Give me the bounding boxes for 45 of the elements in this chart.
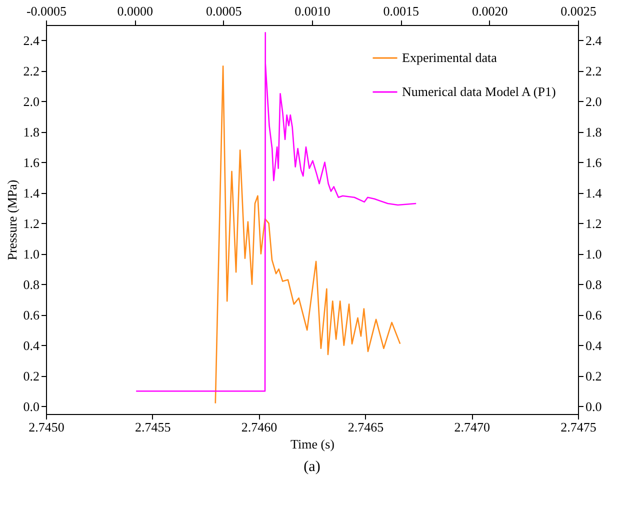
- x2-tick-label: 0.0015: [383, 4, 420, 18]
- line-series: [214, 66, 401, 404]
- y2-tick-label: 0.2: [586, 368, 602, 384]
- y-tick-label: 1.0: [23, 246, 40, 262]
- y2-tick-label: 0.4: [586, 338, 602, 353]
- y-tick-label: 2.2: [23, 63, 40, 78]
- text: (a): [304, 459, 320, 475]
- x-tick-label: 2.7465: [348, 420, 384, 434]
- y2-tick-label: 0.0: [586, 398, 602, 414]
- y2-tick-label: 2.4: [586, 32, 602, 48]
- y2-tick-label: 1.8: [586, 124, 602, 140]
- y-tick-label: 0.2: [23, 368, 40, 384]
- y-tick-label: 1.4: [23, 185, 40, 200]
- y-tick-label: 0.6: [23, 307, 40, 322]
- x2-tick-label: 0.0020: [472, 4, 508, 18]
- y-tick-label: 2.0: [23, 94, 40, 109]
- legend-label: Experimental data: [402, 50, 498, 65]
- y-tick-label: 0.0: [23, 398, 40, 414]
- x-tick-label: 2.7460: [241, 420, 278, 434]
- x2-tick-label: 0.0025: [560, 4, 596, 18]
- y-tick-label: 1.8: [23, 124, 40, 140]
- y2-tick-label: 2.2: [586, 63, 602, 78]
- y2-tick-label: 0.6: [586, 307, 602, 322]
- x2-tick-label: 0.0000: [117, 4, 154, 18]
- y-tick-label: 2.4: [23, 32, 40, 48]
- y-tick-label: 0.4: [23, 338, 40, 353]
- x-tick-label: 2.7455: [135, 420, 171, 434]
- x-tick-label: 2.7450: [28, 420, 64, 434]
- x2-tick-label: 0.0010: [294, 4, 330, 18]
- x2-tick-label: -0.0005: [26, 4, 67, 18]
- y2-tick-label: 1.2: [586, 216, 602, 231]
- x-tick-label: 2.7475: [560, 420, 596, 434]
- y2-tick-label: 1.4: [586, 185, 602, 200]
- y2-tick-label: 0.8: [586, 276, 602, 292]
- x2-tick-label: 0.0005: [206, 4, 242, 18]
- legend-label: Numerical data Model A (P1): [402, 84, 556, 99]
- y2-tick-label: 2.0: [586, 94, 602, 109]
- y-axis-title: Pressure (MPa): [4, 180, 20, 260]
- x-tick-label: 2.7470: [454, 420, 490, 434]
- y-tick-label: 0.8: [23, 276, 40, 292]
- y2-tick-label: 1.6: [586, 154, 602, 170]
- y-tick-label: 1.2: [23, 216, 40, 231]
- y2-tick-label: 1.0: [586, 246, 602, 262]
- y-tick-label: 1.6: [23, 154, 40, 170]
- x-axis-title: Time (s): [290, 436, 334, 452]
